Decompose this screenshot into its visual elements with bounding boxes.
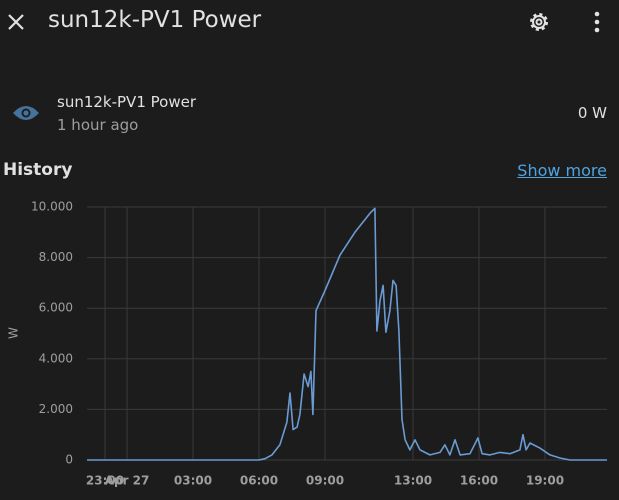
history-title: History	[3, 160, 73, 180]
dialog-title: sun12k-PV1 Power	[48, 7, 262, 33]
x-tick-label: 13:00	[394, 474, 432, 488]
y-tick-label: 6.000	[39, 301, 73, 315]
y-tick-label: 10.000	[31, 200, 73, 214]
menu-icon[interactable]	[590, 10, 604, 34]
x-tick-label: 16:00	[460, 474, 498, 488]
y-tick-label: 2.000	[39, 402, 73, 416]
show-more-link[interactable]: Show more	[517, 161, 607, 180]
settings-icon[interactable]	[527, 10, 551, 34]
y-axis-label: W	[7, 327, 21, 339]
entity-state: 0 W	[577, 104, 607, 122]
entity-icon	[13, 106, 39, 120]
entity-name: sun12k-PV1 Power	[57, 93, 196, 111]
y-tick-label: 0	[65, 453, 73, 467]
close-icon[interactable]	[6, 12, 26, 32]
x-tick-label: 09:00	[306, 474, 344, 488]
data-line	[87, 207, 607, 461]
y-tick-label: 8.000	[39, 250, 73, 264]
x-tick-label: 19:00	[526, 474, 564, 488]
x-tick-label: 06:00	[240, 474, 278, 488]
x-tick-label: 03:00	[174, 474, 212, 488]
y-tick-label: 4.000	[39, 351, 73, 365]
last-changed: 1 hour ago	[57, 116, 139, 134]
x-tick-label: 23:00	[86, 474, 124, 488]
x-tick-label: Apr 27	[105, 474, 150, 488]
